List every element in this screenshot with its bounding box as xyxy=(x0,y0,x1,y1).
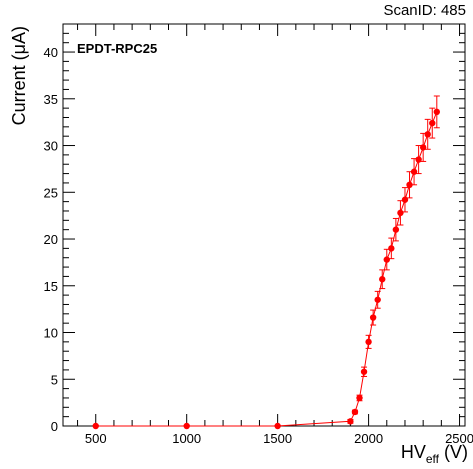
data-point xyxy=(347,418,354,425)
data-point xyxy=(392,226,400,233)
data-point xyxy=(360,368,368,375)
data-point xyxy=(356,394,363,402)
data-point xyxy=(92,422,99,430)
y-axis-ticks: 0 5 10 15 20 25 30 35 40 xyxy=(44,23,465,434)
y-tick-label: 5 xyxy=(51,372,58,387)
data-point xyxy=(365,338,372,346)
data-point xyxy=(406,181,413,188)
y-tick-label: 25 xyxy=(44,185,58,200)
data-point xyxy=(424,131,431,138)
data-point xyxy=(274,422,281,430)
x-axis-title: HVeff (V) xyxy=(401,442,468,466)
y-tick-label: 0 xyxy=(51,419,58,434)
x-tick-label: 1500 xyxy=(263,431,292,446)
series-error-bars xyxy=(347,95,440,424)
x-axis-title-sub: eff xyxy=(426,452,440,466)
y-tick-label: 30 xyxy=(44,139,58,154)
x-tick-label: 2000 xyxy=(354,431,383,446)
data-point xyxy=(379,276,386,283)
y-tick-label: 15 xyxy=(44,279,58,294)
plot-frame xyxy=(62,23,466,427)
data-point xyxy=(433,108,441,116)
data-point xyxy=(397,209,404,217)
data-point xyxy=(374,296,381,303)
series-points xyxy=(92,108,441,430)
data-point xyxy=(388,245,395,252)
y-tick-label: 40 xyxy=(44,45,58,60)
data-point xyxy=(383,256,390,263)
data-point xyxy=(415,156,422,163)
data-point xyxy=(351,408,359,416)
data-point xyxy=(419,144,427,151)
x-axis-ticks: 500 1000 1500 2000 2500 xyxy=(77,24,473,446)
legend-label: EPDT-RPC25 xyxy=(77,41,157,56)
data-point xyxy=(401,196,409,203)
data-point xyxy=(410,168,418,175)
y-tick-label: 10 xyxy=(44,326,58,341)
x-axis-title-unit: (V) xyxy=(439,442,468,462)
data-point xyxy=(429,119,436,127)
data-line xyxy=(95,111,438,427)
x-axis-title-main: HV xyxy=(401,442,426,462)
data-point xyxy=(369,314,377,321)
data-point xyxy=(183,422,190,430)
x-tick-label: 1000 xyxy=(172,431,201,446)
x-tick-label: 500 xyxy=(85,431,107,446)
x-tick-label: 2500 xyxy=(445,431,473,446)
scan-id-label: ScanID: 485 xyxy=(383,2,466,19)
series-line xyxy=(95,111,438,427)
y-tick-label: 20 xyxy=(44,232,58,247)
y-tick-label: 35 xyxy=(44,92,58,107)
y-axis-title: Current (μA) xyxy=(9,26,29,125)
